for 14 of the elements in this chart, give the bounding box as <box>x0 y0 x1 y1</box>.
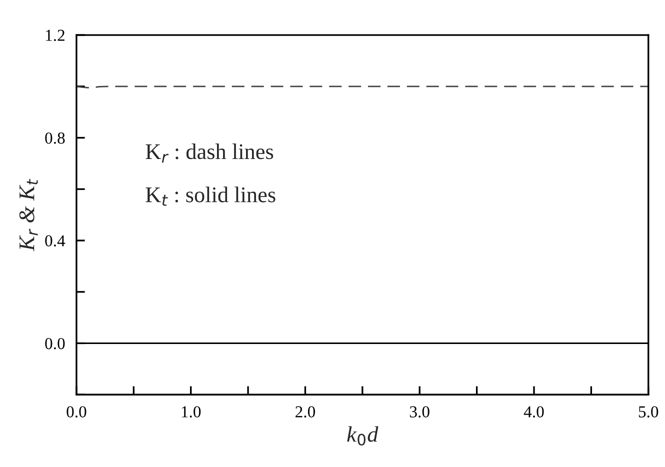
y-tick-label: 1.2 <box>46 30 64 42</box>
x-tick-label: 3.0 <box>410 406 430 418</box>
annotation: K$_{r}$ : dash lines <box>146 144 274 163</box>
x-tick-label: 2.0 <box>296 406 316 418</box>
x-tick-label: 0.0 <box>66 406 86 418</box>
y-tick-label: 0.8 <box>45 132 65 144</box>
x-tick-label: 4.0 <box>524 406 544 418</box>
x-tick-label: 1.0 <box>182 406 201 418</box>
x-tick-label: 5.0 <box>638 406 658 418</box>
y-axis-title: K$_{r}$ & K$_{t}$ <box>19 178 38 252</box>
y-tick-label: 0.0 <box>45 338 65 350</box>
x-axis-title: k$_{0}$d <box>347 426 378 446</box>
y-tick-label: 0.4 <box>45 235 66 247</box>
annotation: K$_{t}$ : solid lines <box>146 186 276 206</box>
